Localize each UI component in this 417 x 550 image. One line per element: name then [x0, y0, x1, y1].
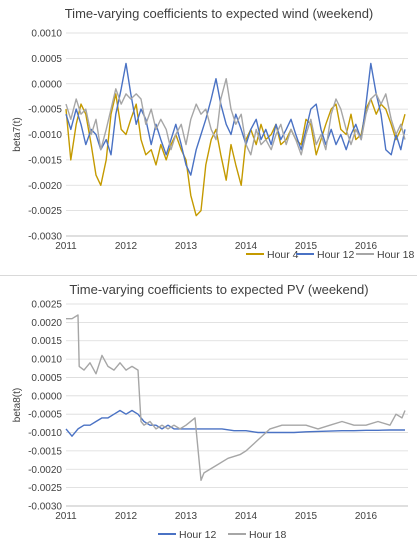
- y-tick-label: -0.0010: [28, 130, 62, 141]
- chart-title: Time-varying coefficients to expected wi…: [65, 6, 374, 21]
- x-tick-label: 2011: [55, 511, 77, 522]
- legend-label: Hour 12: [179, 529, 217, 541]
- y-tick-label: 0.0000: [31, 79, 62, 90]
- pv-coefficients-chart: Time-varying coefficients to expected PV…: [12, 282, 408, 541]
- x-tick-label: 2014: [235, 511, 258, 522]
- wind-coefficients-chart: Time-varying coefficients to expected wi…: [12, 6, 415, 261]
- y-tick-label: -0.0005: [28, 410, 62, 421]
- y-tick-label: 0.0005: [31, 54, 62, 65]
- legend-label: Hour 4: [267, 249, 299, 261]
- y-tick-label: 0.0010: [31, 355, 62, 366]
- x-tick-label: 2013: [175, 241, 198, 252]
- series-line-hour-12: [65, 62, 406, 176]
- y-axis-label: beta8(t): [12, 388, 23, 422]
- y-tick-label: -0.0025: [28, 483, 62, 494]
- x-tick-label: 2014: [235, 241, 258, 252]
- y-tick-label: -0.0030: [28, 232, 62, 243]
- y-tick-label: 0.0015: [31, 336, 62, 347]
- x-tick-label: 2015: [295, 511, 318, 522]
- chart-panel-pv: Time-varying coefficients to expected PV…: [0, 280, 417, 550]
- y-tick-label: -0.0025: [28, 206, 62, 217]
- x-tick-label: 2011: [55, 241, 77, 252]
- chart-title: Time-varying coefficients to expected PV…: [69, 282, 368, 297]
- legend-label: Hour 12: [317, 249, 355, 261]
- y-tick-label: -0.0020: [28, 181, 62, 192]
- y-tick-label: -0.0010: [28, 428, 62, 439]
- y-tick-label: 0.0000: [31, 391, 62, 402]
- y-tick-label: -0.0015: [28, 155, 62, 166]
- chart-panel-wind: Time-varying coefficients to expected wi…: [0, 0, 417, 272]
- x-tick-label: 2012: [115, 511, 138, 522]
- x-tick-label: 2015: [295, 241, 318, 252]
- series-line-hour-4: [65, 93, 406, 217]
- y-tick-label: 0.0005: [31, 373, 62, 384]
- y-tick-label: -0.0015: [28, 446, 62, 457]
- y-tick-label: 0.0025: [31, 300, 62, 311]
- legend-label: Hour 18: [377, 249, 415, 261]
- series-line-hour-18: [66, 314, 406, 481]
- x-tick-label: 2013: [175, 511, 198, 522]
- series-line-hour-18: [65, 78, 406, 156]
- x-tick-label: 2016: [355, 511, 378, 522]
- x-tick-label: 2016: [355, 241, 378, 252]
- y-axis-label: beta7(t): [12, 117, 23, 151]
- y-tick-label: -0.0030: [28, 502, 62, 513]
- y-tick-label: 0.0010: [31, 29, 62, 40]
- y-tick-label: -0.0020: [28, 465, 62, 476]
- x-tick-label: 2012: [115, 241, 138, 252]
- y-tick-label: -0.0005: [28, 105, 62, 116]
- chart-divider: [0, 275, 417, 276]
- y-tick-label: 0.0020: [31, 318, 62, 329]
- legend-label: Hour 18: [249, 529, 287, 541]
